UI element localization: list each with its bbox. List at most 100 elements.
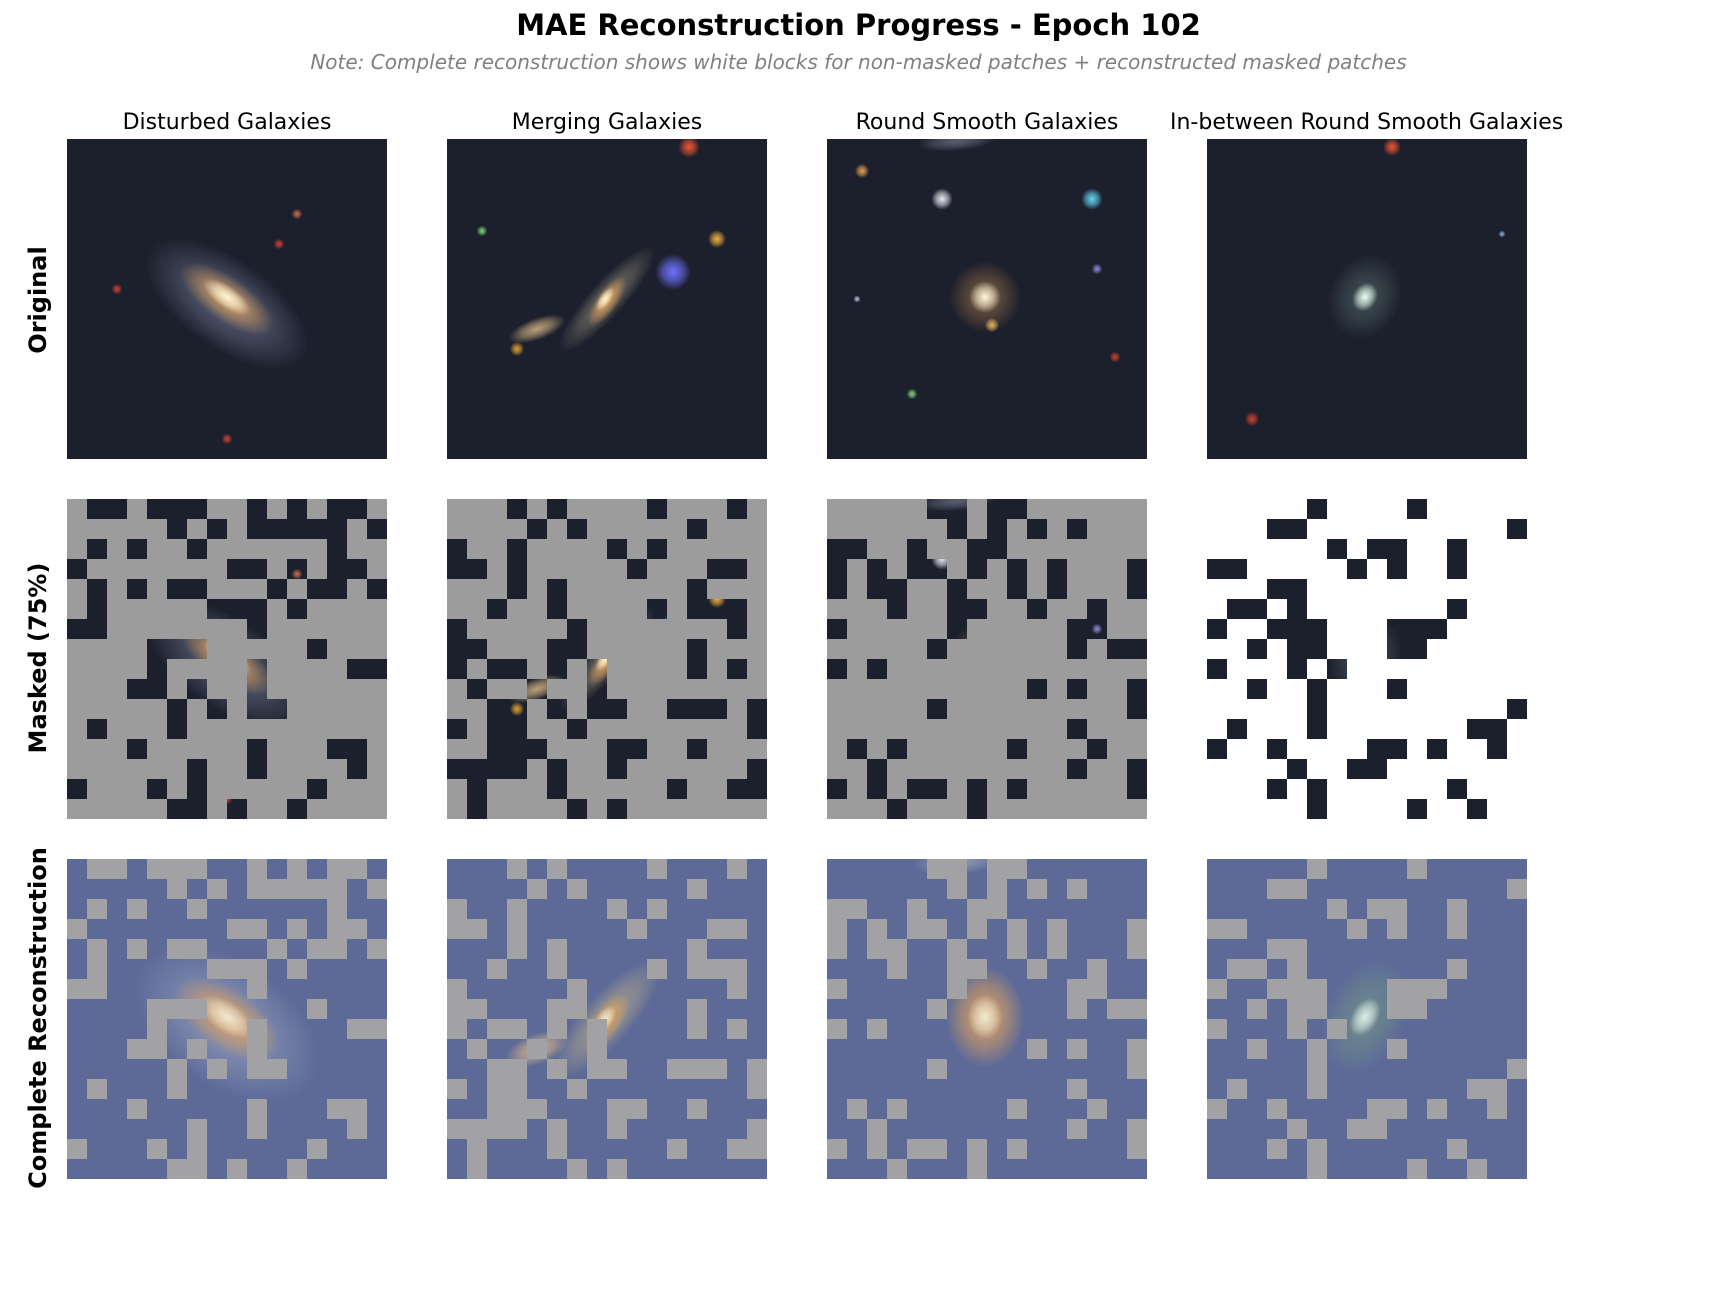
galaxy-body bbox=[508, 314, 566, 344]
visible-patch bbox=[1407, 859, 1427, 879]
visible-patch bbox=[167, 879, 187, 899]
visible-patch bbox=[307, 939, 327, 959]
visible-patch bbox=[207, 959, 227, 979]
visible-patch bbox=[527, 879, 547, 899]
row-label-masked: Masked (75%) bbox=[24, 562, 52, 754]
visible-patch bbox=[1227, 959, 1247, 979]
visible-patch bbox=[127, 1099, 147, 1119]
visible-patch bbox=[327, 859, 347, 879]
visible-patch bbox=[607, 899, 627, 919]
star bbox=[111, 283, 123, 295]
visible-patch bbox=[747, 1119, 767, 1139]
visible-patch bbox=[687, 1019, 707, 1039]
visible-patch bbox=[487, 1119, 507, 1139]
visible-patch bbox=[247, 859, 267, 879]
visible-patch bbox=[1247, 999, 1267, 1019]
masked-image-1 bbox=[67, 499, 387, 819]
visible-patch bbox=[487, 1019, 507, 1039]
visible-patch bbox=[247, 1059, 267, 1079]
star bbox=[291, 208, 303, 220]
visible-patch bbox=[927, 919, 947, 939]
visible-patch bbox=[927, 1059, 947, 1079]
visible-patch bbox=[87, 859, 107, 879]
visible-patch bbox=[1347, 1119, 1367, 1139]
visible-patch bbox=[727, 919, 747, 939]
star bbox=[931, 188, 953, 210]
visible-patch bbox=[1387, 999, 1407, 1019]
visible-patch bbox=[1127, 1119, 1147, 1139]
visible-patch bbox=[547, 959, 567, 979]
visible-patch bbox=[67, 1139, 87, 1159]
visible-patch bbox=[327, 899, 347, 919]
visible-patch bbox=[867, 1119, 887, 1139]
visible-patch bbox=[1007, 859, 1027, 879]
visible-patch bbox=[747, 1079, 767, 1099]
visible-patch bbox=[1307, 859, 1327, 879]
visible-patch bbox=[187, 1039, 207, 1059]
visible-patch bbox=[307, 999, 327, 1019]
visible-patch bbox=[447, 1019, 467, 1039]
visible-patch bbox=[507, 939, 527, 959]
visible-patch bbox=[187, 939, 207, 959]
galaxy-image bbox=[1207, 139, 1527, 459]
visible-patch bbox=[227, 1159, 247, 1179]
visible-patch bbox=[547, 939, 567, 959]
visible-patch bbox=[587, 1039, 607, 1059]
visible-patch bbox=[587, 1019, 607, 1039]
visible-patch bbox=[447, 919, 467, 939]
visible-patch bbox=[567, 999, 587, 1019]
visible-patch bbox=[1127, 919, 1147, 939]
visible-patch bbox=[1327, 1019, 1347, 1039]
visible-patch bbox=[1487, 1079, 1507, 1099]
row-label-reconstruction: Complete Reconstruction bbox=[24, 847, 52, 1189]
visible-patch bbox=[267, 879, 287, 899]
visible-patch bbox=[1307, 1039, 1327, 1059]
star bbox=[854, 163, 870, 179]
visible-patch bbox=[147, 1139, 167, 1159]
visible-patch bbox=[307, 879, 327, 899]
visible-patch bbox=[467, 919, 487, 939]
visible-patch bbox=[907, 1139, 927, 1159]
reconstruction-image-2 bbox=[447, 859, 767, 1179]
visible-patch bbox=[1087, 1099, 1107, 1119]
visible-patch bbox=[1307, 1059, 1327, 1079]
visible-patch bbox=[467, 1119, 487, 1139]
star bbox=[1109, 351, 1121, 363]
visible-patch bbox=[1467, 1159, 1487, 1179]
visible-patch bbox=[327, 939, 347, 959]
star bbox=[273, 238, 285, 250]
visible-patch bbox=[127, 1039, 147, 1059]
visible-patch bbox=[247, 959, 267, 979]
visible-patch bbox=[1127, 999, 1147, 1019]
visible-patch bbox=[467, 999, 487, 1019]
visible-patch bbox=[647, 959, 667, 979]
visible-patch bbox=[1207, 1019, 1227, 1039]
visible-patch bbox=[347, 919, 367, 939]
visible-patch bbox=[687, 999, 707, 1019]
visible-patch bbox=[987, 859, 1007, 879]
visible-patch bbox=[1307, 1159, 1327, 1179]
visible-patch bbox=[667, 1059, 687, 1079]
visible-patch bbox=[1107, 999, 1127, 1019]
visible-patch bbox=[1067, 1039, 1087, 1059]
visible-patch bbox=[867, 939, 887, 959]
visible-patch bbox=[1267, 939, 1287, 959]
visible-patch bbox=[1507, 879, 1527, 899]
visible-patch bbox=[827, 1139, 847, 1159]
visible-patch bbox=[907, 919, 927, 939]
visible-patch bbox=[1307, 1139, 1327, 1159]
visible-patch bbox=[327, 879, 347, 899]
visible-patch bbox=[347, 1119, 367, 1139]
visible-patch bbox=[347, 859, 367, 879]
visible-patch bbox=[367, 879, 387, 899]
visible-patch bbox=[1007, 1139, 1027, 1159]
visible-patch bbox=[327, 919, 347, 939]
visible-patch bbox=[247, 919, 267, 939]
visible-patch bbox=[1287, 1119, 1307, 1139]
visible-patch bbox=[127, 899, 147, 919]
visible-patch bbox=[487, 959, 507, 979]
visible-patch bbox=[627, 919, 647, 939]
visible-patch bbox=[967, 919, 987, 939]
visible-patch bbox=[1207, 919, 1227, 939]
visible-patch bbox=[87, 939, 107, 959]
